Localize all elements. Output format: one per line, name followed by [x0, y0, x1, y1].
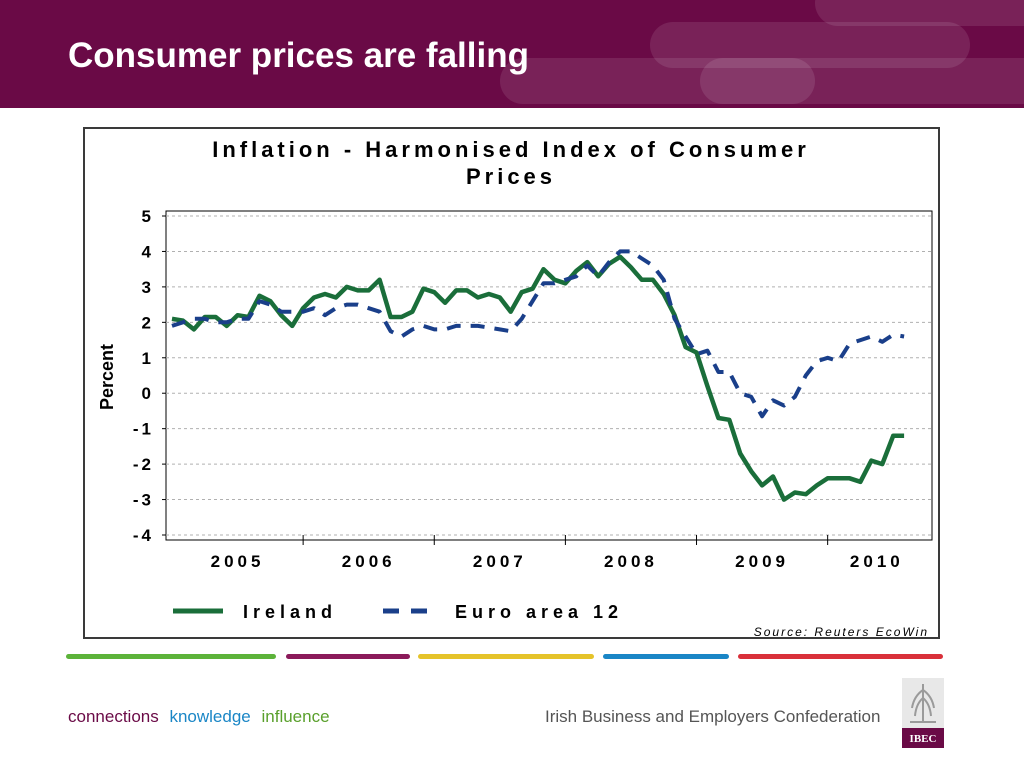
color-stripe: [418, 654, 594, 659]
organization-name: Irish Business and Employers Confederati…: [545, 707, 881, 726]
y-tick-label: -1: [133, 420, 154, 439]
y-tick-label: -2: [133, 455, 154, 474]
y-tick-label: 1: [142, 349, 154, 368]
chart-frame: Inflation - Harmonised Index of Consumer…: [83, 127, 940, 639]
chart-title: Inflation - Harmonised Index of Consumer…: [212, 137, 810, 189]
header-decoration: [700, 58, 1024, 104]
x-tick-label: 2008: [604, 552, 658, 571]
legend-label: Ireland: [243, 602, 337, 622]
y-tick-label: 0: [142, 384, 154, 403]
header-decoration: [650, 22, 970, 68]
x-tick-label: 2010: [850, 552, 904, 571]
series-line-euro-area-12: [171, 249, 905, 419]
y-tick-label: 4: [142, 242, 154, 261]
tagline-influence: influence: [261, 707, 330, 726]
legend-label: Euro area 12: [455, 602, 623, 622]
source-note: Source: Reuters EcoWin: [754, 625, 929, 637]
slide-header: Consumer prices are falling: [0, 0, 1024, 108]
x-tick-label: 2009: [735, 552, 789, 571]
header-decoration: [815, 0, 1024, 26]
header-decoration: [500, 58, 815, 104]
y-tick-label: 5: [142, 207, 154, 226]
color-stripe: [66, 654, 276, 659]
y-tick-label: -4: [133, 526, 154, 545]
slide-title: Consumer prices are falling: [68, 36, 529, 75]
y-tick-label: -3: [133, 491, 154, 510]
chart: Inflation - Harmonised Index of Consumer…: [97, 137, 933, 637]
color-stripe: [738, 654, 943, 659]
footer-tagline: connections knowledge influence: [68, 707, 336, 727]
color-stripe: [286, 654, 410, 659]
plot-area: [165, 210, 933, 541]
color-stripe: [603, 654, 729, 659]
y-tick-label: 3: [142, 278, 154, 297]
y-tick-label: 2: [142, 313, 154, 332]
x-tick-label: 2006: [342, 552, 396, 571]
series-line-ireland: [171, 254, 905, 502]
x-tick-label: 2005: [211, 552, 265, 571]
ibec-logo: IBEC: [902, 678, 944, 748]
logo-text: IBEC: [910, 733, 937, 745]
x-tick-label: 2007: [473, 552, 527, 571]
tagline-knowledge: knowledge: [169, 707, 251, 726]
y-axis-label: Percent: [97, 344, 117, 410]
tagline-connections: connections: [68, 707, 159, 726]
